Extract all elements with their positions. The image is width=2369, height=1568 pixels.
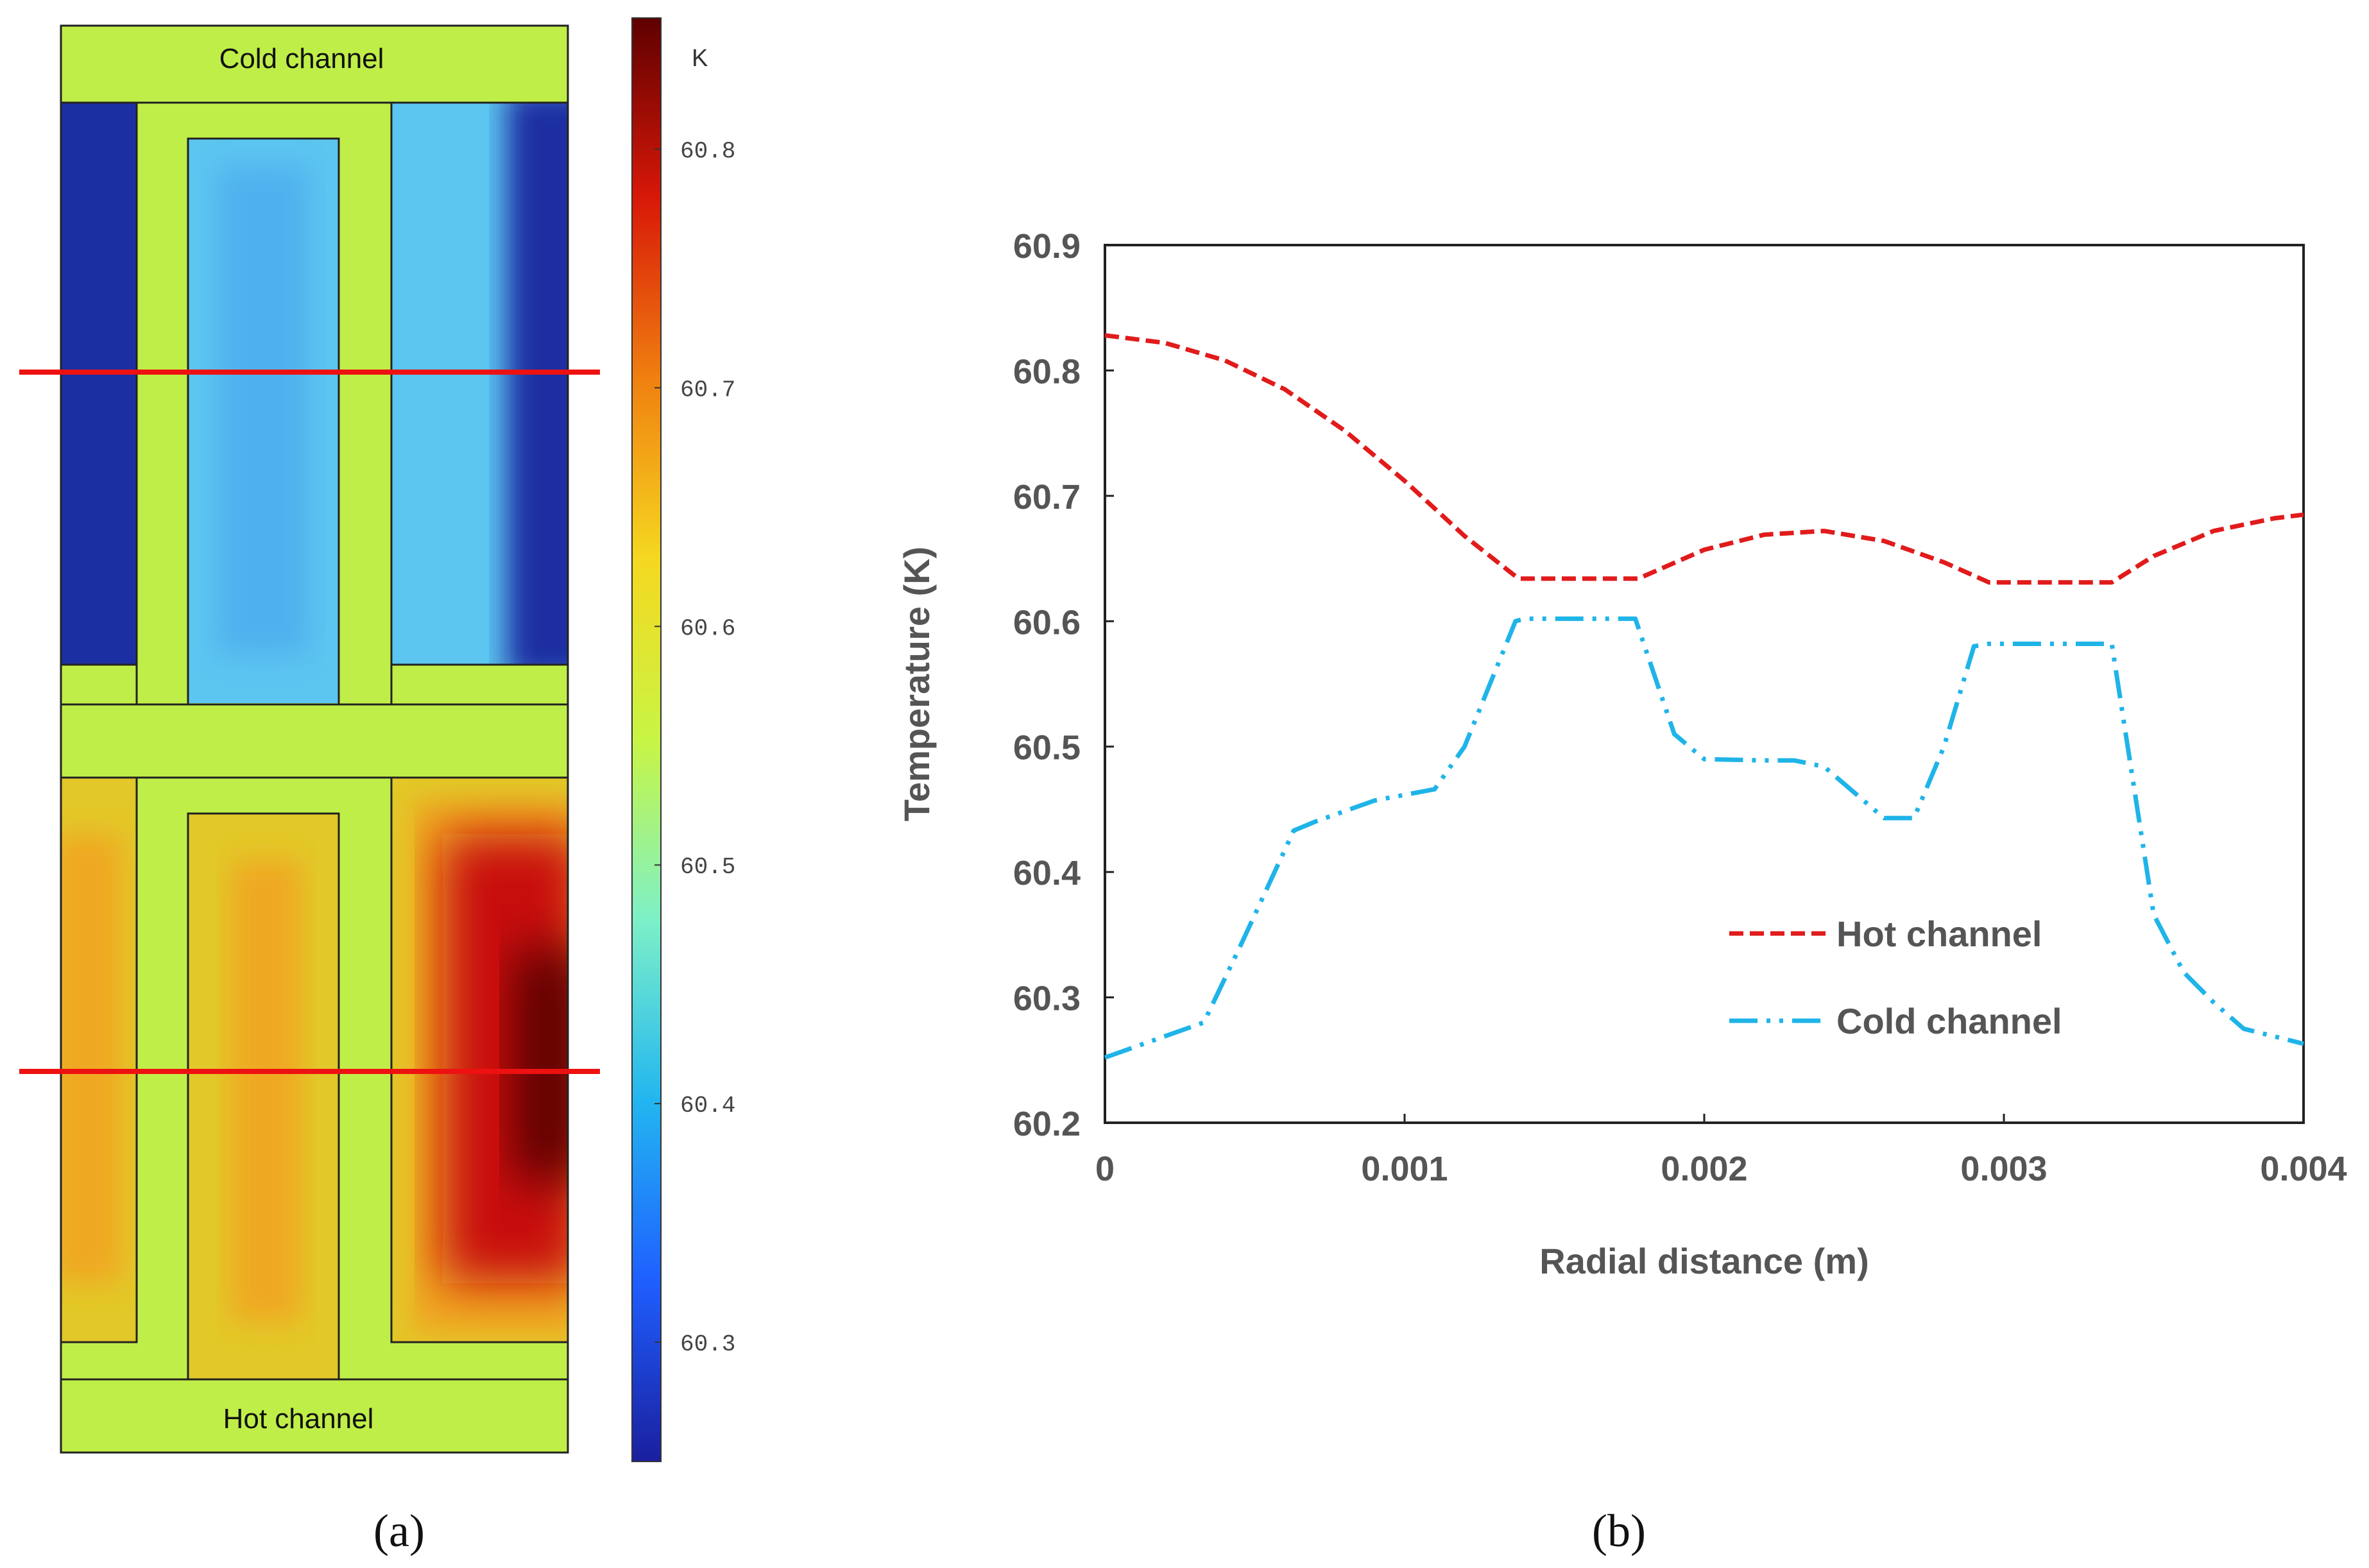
cold-right-channel: [391, 103, 568, 665]
y-axis-label: Temperature (K): [896, 547, 937, 821]
y-tick-label: 60.9: [1013, 227, 1081, 266]
x-axis-label: Radial distance (m): [1539, 1241, 1869, 1281]
plot-frame: [1104, 244, 2305, 1124]
caption-a: (a): [373, 1505, 425, 1556]
colorbar-tick-label: 60.3: [680, 1331, 735, 1358]
colorbar-tick-label: 60.4: [680, 1093, 735, 1119]
x-tick-label: 0.001: [1361, 1150, 1448, 1188]
cold-left-channel: [61, 103, 137, 665]
y-tick-label: 60.4: [1013, 854, 1081, 892]
hot-right-channel: [391, 778, 568, 1342]
cold-channel-label: Cold channel: [219, 43, 384, 74]
geometry-outlines: [60, 101, 569, 1381]
colorbar-tick-label: 60.5: [680, 854, 735, 880]
hot-middle-channel: [188, 814, 339, 1379]
series-line-cold-channel: [1104, 616, 2304, 1060]
x-tick-label: 0.003: [1960, 1150, 2047, 1188]
y-tick-label: 60.3: [1013, 980, 1081, 1018]
hot-left-channel: [61, 778, 137, 1342]
hot-channel-label: Hot channel: [223, 1403, 374, 1435]
colorbar: [631, 17, 662, 1462]
y-tick-label: 60.8: [1013, 352, 1081, 391]
y-tick-label: 60.2: [1013, 1105, 1081, 1143]
colorbar-tick-label: 60.6: [680, 615, 735, 642]
colorbar-tick-label: 60.8: [680, 139, 735, 165]
colorbar-unit: K: [692, 45, 708, 72]
caption-b: (b): [1592, 1505, 1646, 1556]
panel-a-contour: Cold channel Hot channel K 60.860.760.66…: [19, 17, 735, 1556]
y-tick-label: 60.6: [1013, 603, 1081, 642]
x-tick-label: 0: [1095, 1150, 1115, 1188]
y-tick-label: 60.7: [1013, 478, 1081, 516]
legend-label: Hot channel: [1836, 914, 2042, 954]
series-line-hot-channel: [1104, 333, 2304, 585]
y-tick-label: 60.5: [1013, 729, 1081, 767]
legend-label: Cold channel: [1836, 1001, 2062, 1041]
colorbar-ticks: 60.8 60.7 60.6 60.5 60.4 60.3: [654, 139, 735, 1358]
colorbar-tick-label: 60.7: [680, 377, 735, 403]
x-tick-label: 0.002: [1661, 1150, 1747, 1188]
chart-plot-group: 0 0.001 0.002 0.003 0.004 60.2 60.3 60.4 60.5 60.…: [896, 227, 2347, 1556]
cold-middle-channel: [188, 139, 339, 703]
x-tick-label: 0.004: [2260, 1150, 2347, 1188]
